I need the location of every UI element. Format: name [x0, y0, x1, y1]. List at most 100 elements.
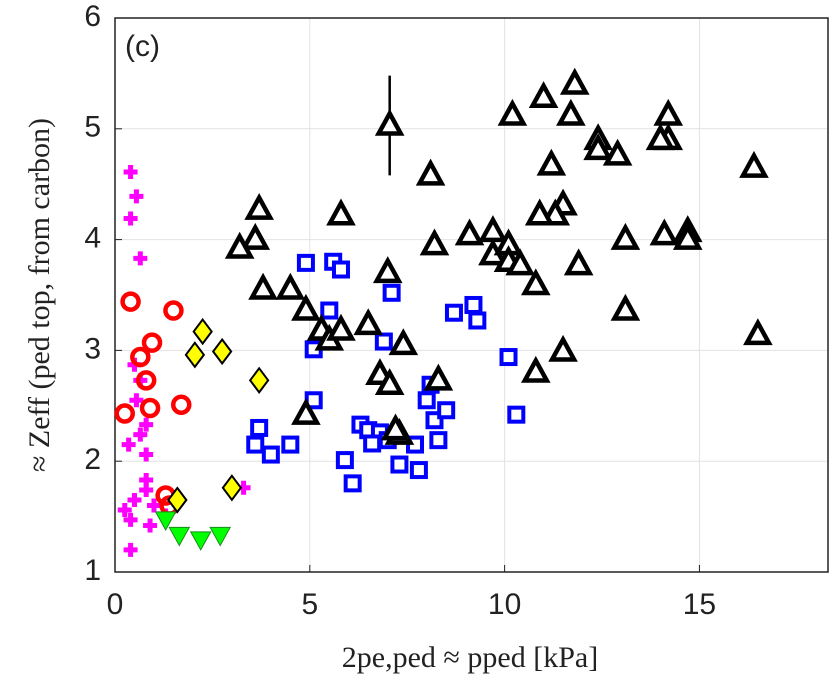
plot-frame: [114, 17, 829, 573]
triangle-point: [548, 334, 578, 362]
down-triangle-point: [168, 526, 191, 547]
triangle-point: [528, 81, 559, 109]
plus-point: [123, 512, 138, 527]
triangle-point: [291, 293, 321, 321]
triangle-point: [415, 158, 446, 186]
diamond-point: [221, 474, 243, 502]
y-axis-label: ≈ Zeff (ped top, from carbon): [23, 118, 56, 472]
points: [114, 67, 773, 557]
triangle-point: [353, 308, 384, 336]
plus-point: [139, 483, 154, 498]
triangle-point: [326, 313, 356, 341]
circle-point: [163, 300, 184, 321]
square-point: [320, 301, 339, 320]
diamond-point: [184, 341, 206, 369]
triangle-point: [536, 148, 567, 176]
y-tick-label: 3: [84, 332, 101, 365]
triangle-point: [372, 256, 403, 284]
triangle-point: [497, 98, 528, 126]
triangle-point: [275, 272, 306, 300]
square-point: [296, 253, 315, 272]
circle-point: [130, 346, 151, 368]
plus-point: [236, 480, 251, 495]
triangle-point: [374, 368, 405, 395]
plus-point: [139, 417, 154, 432]
square-point: [444, 303, 463, 322]
triangle-point: [224, 231, 255, 259]
triangle-point: [610, 222, 641, 250]
x-tick-label: 10: [488, 588, 521, 621]
triangle-point: [520, 268, 551, 296]
diamond-point: [211, 337, 233, 366]
triangle-point: [524, 198, 555, 226]
triangle-point: [388, 328, 419, 356]
triangle-point: [244, 193, 274, 220]
circle-point: [139, 397, 161, 419]
square-point: [374, 332, 393, 351]
triangle-point: [645, 123, 676, 151]
triangle-point: [610, 293, 641, 321]
square-point: [390, 455, 409, 474]
triangle-point: [248, 272, 278, 300]
y-tick-label: 2: [84, 443, 101, 476]
triangle-point: [505, 248, 536, 276]
circle-point: [135, 370, 157, 391]
triangle-point: [739, 150, 769, 178]
triangle-point: [240, 222, 271, 250]
plus-point: [139, 447, 154, 462]
plus-point: [123, 211, 138, 226]
triangle-point: [291, 397, 321, 425]
circle-point: [120, 291, 141, 312]
triangle-point: [556, 98, 586, 126]
triangle-point: [380, 413, 411, 441]
square-point: [437, 401, 456, 420]
triangle-point: [743, 318, 773, 346]
square-point: [343, 474, 362, 493]
down-triangle-point: [154, 511, 177, 531]
x-tick-label: 15: [683, 588, 716, 621]
triangle-point: [649, 218, 680, 246]
plus-point: [127, 492, 142, 507]
plus-point: [129, 393, 144, 408]
circle-point: [141, 332, 163, 353]
plus-point: [123, 542, 138, 557]
triangle-point: [478, 215, 508, 243]
diamond-point: [248, 366, 270, 394]
square-point: [331, 260, 350, 279]
plus-point: [133, 427, 148, 442]
triangle-point: [583, 133, 613, 161]
square-point: [429, 431, 448, 450]
y-tick-label: 5: [84, 111, 101, 144]
plus-point: [123, 165, 138, 180]
plus-point: [121, 437, 136, 452]
circle-point: [170, 394, 192, 415]
y-tick-label: 4: [84, 222, 101, 255]
plus-point: [143, 518, 158, 533]
x-axis-label: 2pe,ped ≈ pped [kPa]: [342, 641, 598, 674]
x-tick-label: 0: [107, 588, 124, 621]
square-point: [250, 418, 269, 437]
triangle-point: [454, 218, 485, 246]
square-point: [464, 295, 483, 314]
down-triangle-point: [189, 531, 212, 551]
square-point: [281, 435, 300, 454]
plus-point: [133, 251, 148, 266]
y-tick-label: 1: [84, 554, 101, 587]
plus-point: [129, 189, 144, 204]
triangle-point: [672, 222, 703, 250]
triangle-point: [653, 98, 684, 126]
triangle-point: [602, 138, 633, 166]
x-tick-label: 5: [301, 588, 318, 621]
square-point: [363, 434, 382, 453]
diamond-point: [167, 486, 188, 514]
plus-point: [139, 473, 154, 488]
square-point: [335, 451, 354, 470]
annotation: (c): [125, 30, 160, 63]
triangle-point: [423, 363, 454, 391]
square-point: [507, 405, 526, 424]
triangle-point: [419, 228, 450, 256]
triangle-point: [520, 355, 551, 383]
y-tick-label: 6: [84, 0, 101, 33]
down-triangle-point: [209, 526, 232, 547]
